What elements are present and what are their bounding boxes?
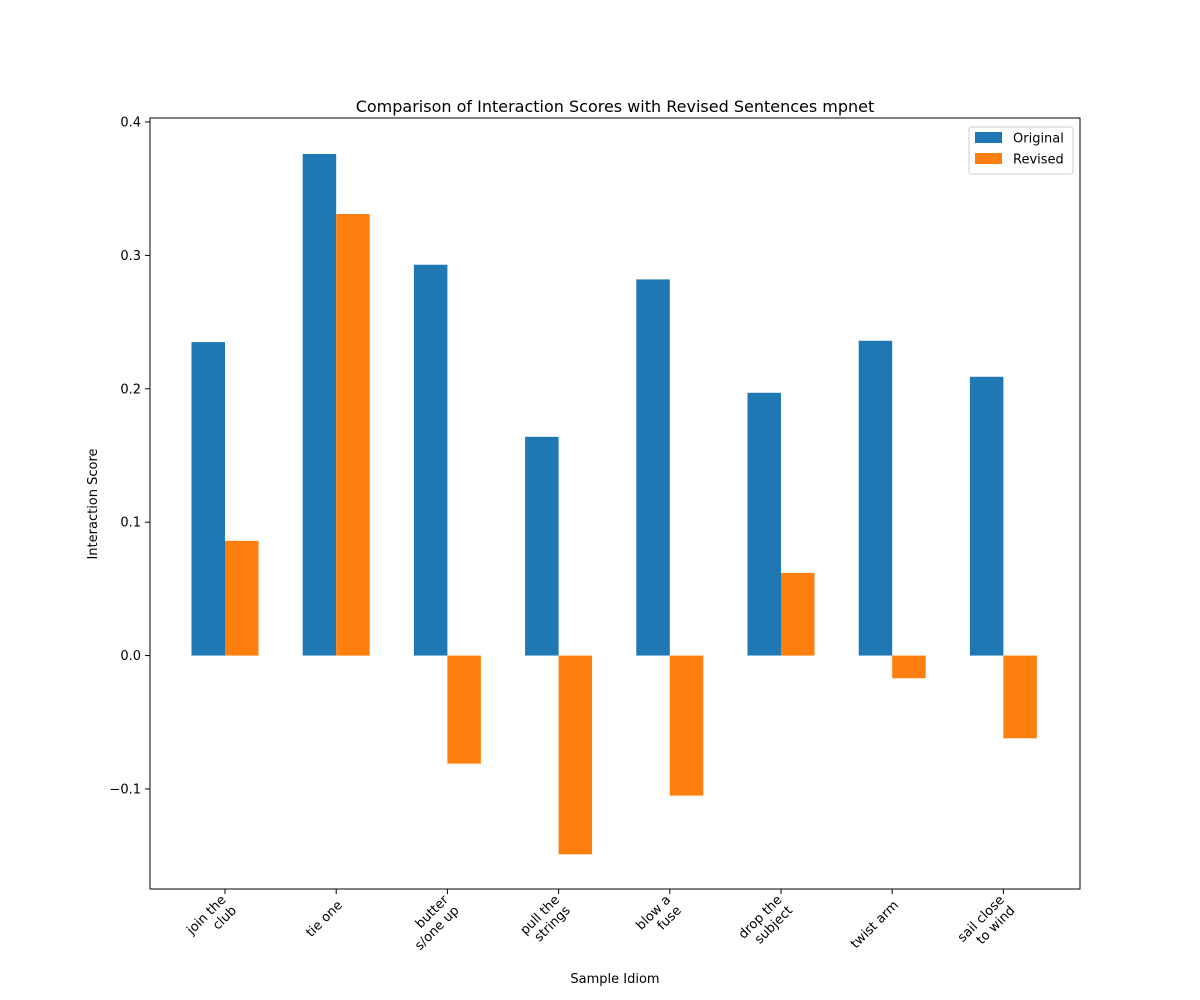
x-tick-label-line: twist arm (848, 898, 902, 952)
bar-original-7 (969, 376, 1004, 656)
legend-label-original: Original (1013, 132, 1064, 147)
legend-swatch-original (975, 132, 1002, 143)
y-tick-label: −0.1 (109, 782, 141, 797)
bar-original-1 (302, 154, 337, 656)
bar-revised-1 (336, 214, 370, 656)
bar-original-3 (525, 436, 559, 656)
y-tick-label: 0.1 (120, 516, 141, 531)
x-axis-label: Sample Idiom (570, 972, 659, 987)
y-axis: −0.1 0.0 0.1 0.2 0.3 0.4 (109, 116, 150, 797)
bar-original-4 (636, 279, 670, 656)
legend-swatch-revised (975, 153, 1002, 164)
y-tick-label: 0.3 (120, 249, 141, 264)
y-tick-label: 0.0 (120, 649, 141, 664)
y-axis-label: Interaction Score (86, 448, 101, 559)
x-tick-label: twist arm (848, 898, 902, 952)
legend: Original Revised (968, 126, 1074, 175)
plot-frame (149, 117, 1081, 890)
bar-revised-7 (1003, 655, 1037, 739)
bar-revised-4 (669, 655, 704, 796)
bar-revised-2 (447, 655, 481, 764)
bar-original-6 (858, 340, 893, 656)
bar-original-5 (747, 392, 781, 656)
y-tick-label: 0.2 (120, 382, 141, 397)
bar-revised-3 (558, 655, 593, 855)
bar-revised-5 (781, 572, 815, 656)
bars-group (191, 154, 1037, 855)
x-tick-label-line: tie one (303, 898, 345, 940)
y-tick-label: 0.4 (120, 116, 141, 131)
bar-revised-6 (892, 655, 926, 679)
x-tick-label: tie one (303, 898, 345, 940)
chart-title: Comparison of Interaction Scores with Re… (356, 97, 875, 116)
bar-original-2 (413, 264, 448, 656)
bar-revised-0 (225, 540, 259, 656)
legend-label-revised: Revised (1013, 153, 1064, 168)
bar-original-0 (191, 342, 225, 656)
